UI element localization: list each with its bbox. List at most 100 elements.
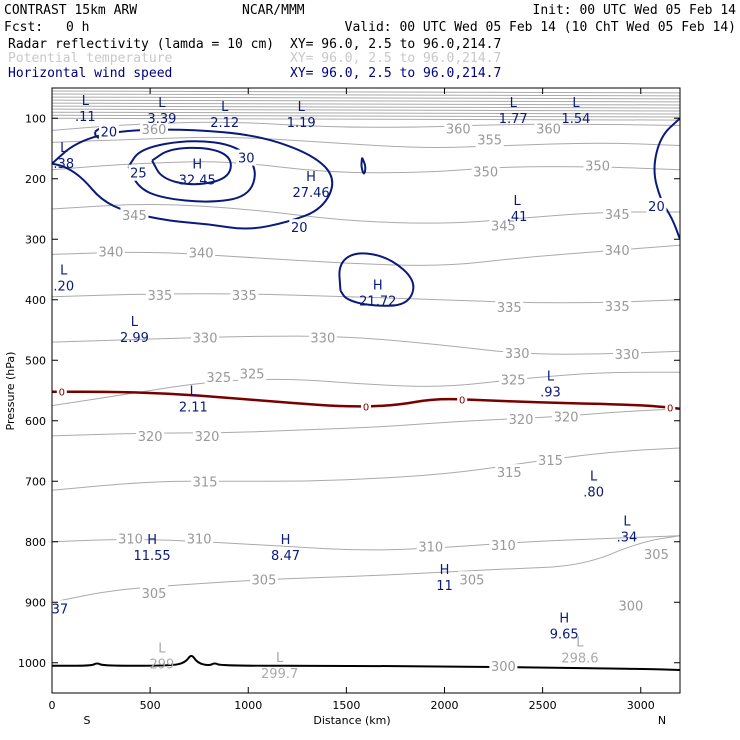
theta-label-bg	[308, 329, 337, 346]
axes: 0 500 1000 1500 2000 2500 30001002003004005006…	[18, 88, 680, 712]
zero-label-bg	[665, 401, 676, 414]
field-xy-reflectivity: XY= 96.0, 2.5 to 96.0,214.7	[290, 37, 501, 52]
theta-contour-330	[52, 335, 680, 355]
theta-label-bg	[603, 205, 632, 222]
y-tick-label: 300	[25, 233, 46, 246]
theta-label-bg	[603, 297, 632, 314]
theta-contour-dense	[52, 90, 680, 94]
wind-extremum-marker: L	[60, 141, 68, 156]
wind-extremum-value: 1.54	[562, 112, 591, 127]
theta-label: 315	[497, 466, 522, 481]
org-label: NCAR/MMM	[242, 3, 305, 18]
theta-extremum-marker: L	[576, 636, 584, 651]
theta-label: 315	[193, 475, 218, 490]
endpoint-north: N	[658, 714, 666, 727]
wind-extremum-marker: L	[510, 96, 518, 111]
plot-area: 0 0 0 0 360 360 360 355 350 350 345 345 345 340 340 34…	[52, 90, 680, 682]
wind-extremum-value: .34	[617, 531, 638, 546]
y-tick-label: 700	[25, 475, 46, 488]
theta-label: 325	[206, 371, 231, 386]
theta-label: 320	[195, 430, 220, 445]
wind-label-bg	[128, 164, 149, 181]
init-time: Init: 00 UTC Wed 05 Feb 14	[533, 3, 737, 18]
theta-label-bg	[552, 408, 581, 425]
theta-contour-340	[52, 244, 680, 266]
theta-label: 340	[605, 244, 630, 259]
theta-contour-dense	[52, 96, 680, 100]
wind-extremum-value: 8.47	[271, 549, 300, 564]
theta-label: 360	[142, 123, 167, 138]
y-tick-label: 900	[25, 596, 46, 609]
zero-label-bg	[56, 385, 67, 398]
wind-extremum-marker: L	[60, 264, 68, 279]
theta-contour-dense	[52, 114, 680, 118]
wind-label: 25	[130, 167, 147, 182]
theta-label-bg	[534, 120, 563, 137]
theta-label: 335	[148, 289, 173, 304]
theta-label-bg	[140, 121, 169, 138]
theta-label-bg	[489, 536, 518, 553]
theta-label-bg	[416, 538, 445, 555]
wind-extremum-marker: L	[547, 369, 555, 384]
theta-label-bg	[145, 286, 174, 303]
wind-extremum-value: 2.11	[179, 401, 208, 416]
wind-extremum-value: 3.39	[147, 112, 176, 127]
theta-label: 345	[491, 219, 516, 234]
theta-label-bg	[507, 410, 536, 427]
forecast-label: Fcst:	[4, 20, 43, 35]
theta-label-bg	[603, 242, 632, 259]
theta-label: 355	[477, 133, 502, 148]
wind-extremum-value: 11	[436, 579, 453, 594]
theta-label: 330	[615, 348, 640, 363]
theta-contour-305	[52, 535, 680, 603]
theta-contour-dense	[52, 111, 680, 115]
theta-label-bg	[616, 597, 645, 614]
theta-label: 345	[122, 209, 147, 224]
theta-label-bg	[444, 120, 473, 137]
theta-label: 320	[138, 430, 163, 445]
edge-label: 37	[52, 602, 69, 617]
theta-label: 335	[605, 300, 630, 315]
theta-label-bg	[495, 299, 524, 316]
theta-label-bg	[116, 530, 145, 547]
wind-label: 20	[291, 221, 308, 236]
theta-label: 345	[605, 208, 630, 223]
wind-extremum-value: .41	[507, 210, 528, 225]
model-title: CONTRAST 15km ARW	[4, 3, 137, 18]
forecast-hour: 0 h	[66, 20, 89, 35]
theta-extremum-value: 299.7	[261, 667, 298, 682]
wind-label-bg	[289, 219, 310, 236]
wind-speed-contours	[52, 117, 680, 307]
theta-contour-dense	[52, 99, 680, 103]
wind-extremum-marker: H	[373, 279, 383, 294]
wind-extremum-value: .11	[75, 110, 96, 125]
theta-label-bg	[642, 545, 671, 562]
theta-label-bg	[457, 571, 486, 588]
wind-extremum-value: .80	[583, 485, 604, 500]
theta-label: 325	[501, 374, 526, 389]
wind-extremum-marker: L	[221, 100, 229, 115]
theta-extremum-value: 299	[149, 658, 174, 673]
terrain-line	[52, 654, 680, 671]
wind-label: 20	[101, 126, 118, 141]
theta-label-bg	[140, 585, 169, 602]
theta-label-bg	[583, 157, 612, 174]
wind-extremum-value: 1.19	[287, 116, 316, 131]
wind-extremum-value: 21.72	[359, 295, 396, 310]
theta-label: 310	[118, 533, 143, 548]
wind-extremum-marker: H	[559, 611, 569, 626]
theta-label-bg	[613, 346, 642, 363]
field-xy-wind-speed: XY= 96.0, 2.5 to 96.0,214.7	[290, 66, 501, 81]
theta-label: 320	[554, 411, 579, 426]
potential-temperature-contours	[52, 121, 680, 603]
wind-extremum-value: 9.65	[550, 627, 579, 642]
x-tick-label: 2000	[431, 699, 459, 712]
theta-label-bg	[136, 427, 165, 444]
wind-label-bg	[98, 123, 119, 140]
theta-label-bg	[193, 427, 222, 444]
theta-label: 300	[491, 660, 516, 675]
theta-label: 320	[509, 413, 534, 428]
wind-extremum-marker: H	[147, 533, 157, 548]
zero-label: 0	[363, 402, 369, 413]
x-tick-label: 3000	[627, 699, 655, 712]
